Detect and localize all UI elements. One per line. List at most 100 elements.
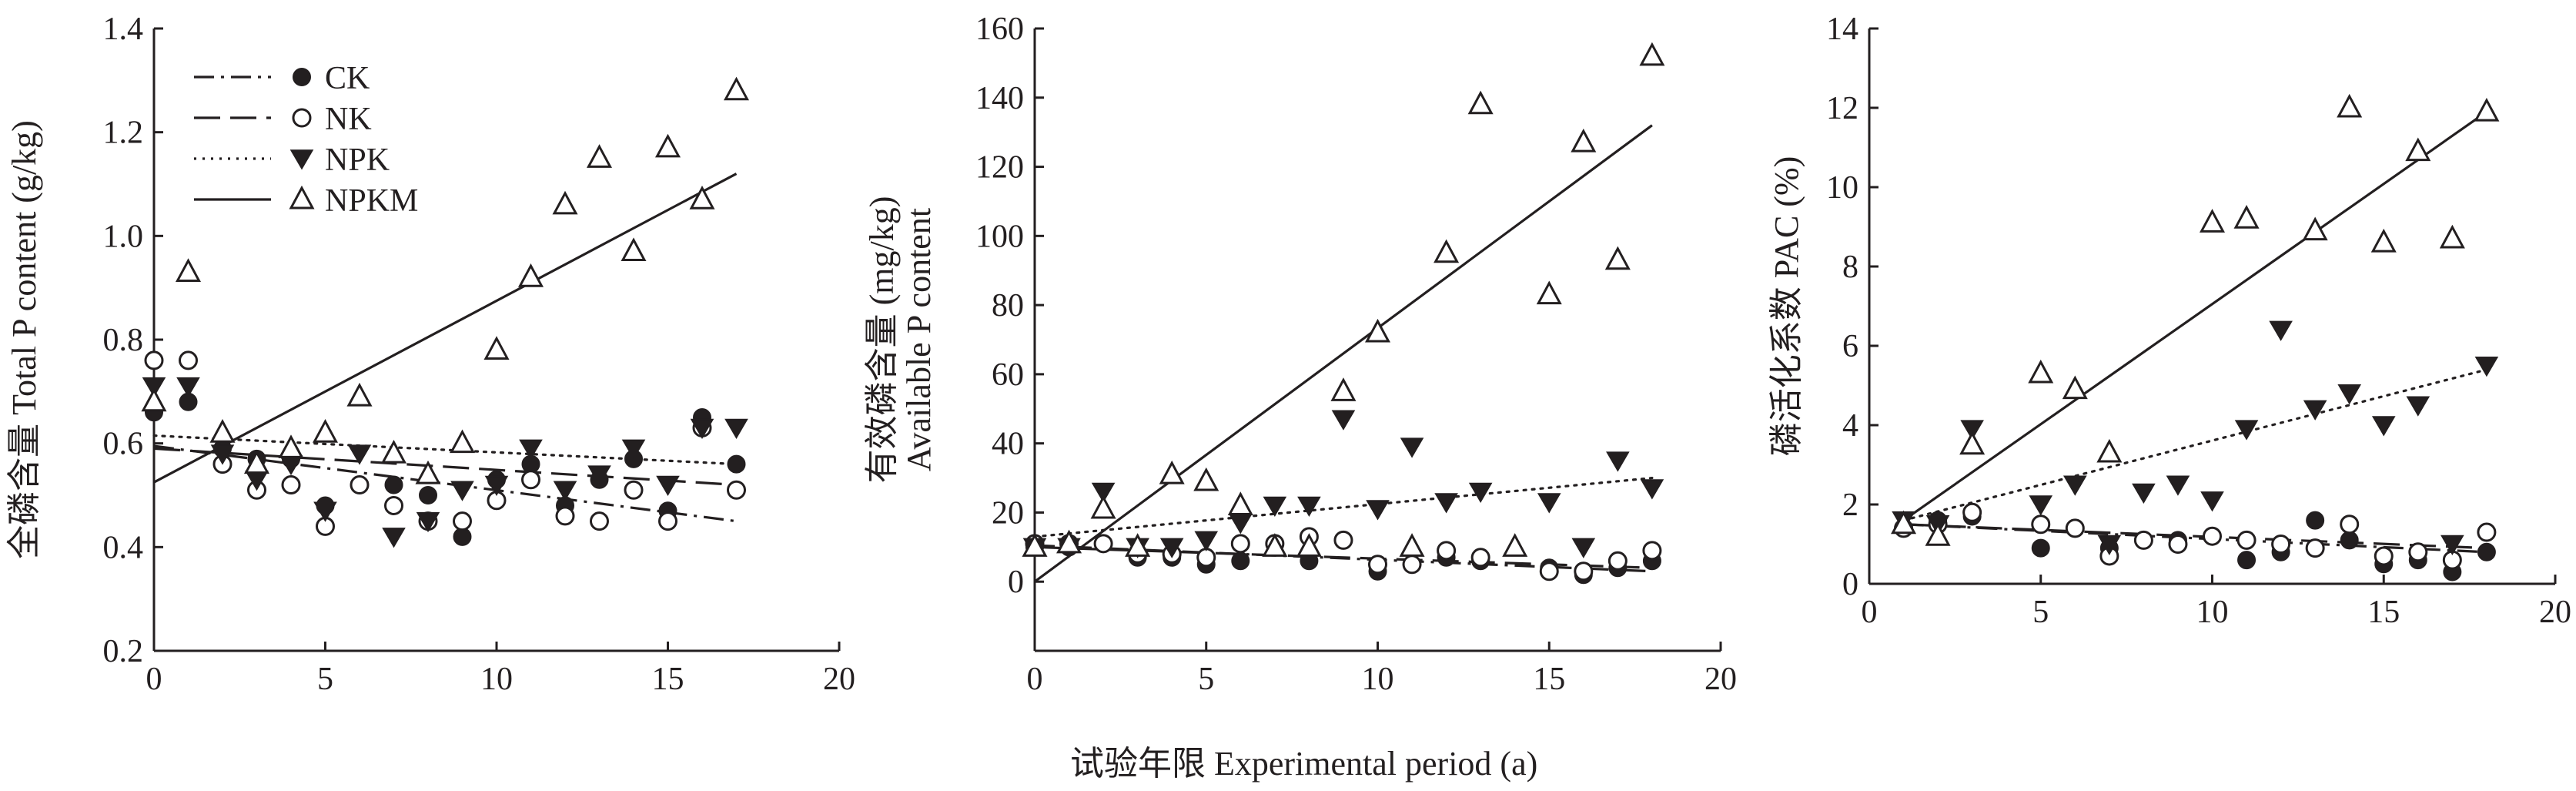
point-npk (621, 439, 646, 460)
point-nk (179, 350, 198, 370)
point-ck (2031, 538, 2050, 558)
point-nk (1093, 534, 1113, 554)
point-npk (656, 475, 680, 497)
y-tick-label: 0.2 (103, 634, 144, 669)
y-tick-label: 8 (1842, 250, 1858, 285)
point-nk (521, 470, 540, 490)
point-nk (2305, 538, 2325, 558)
point-npk (2132, 483, 2156, 504)
point-npk (1640, 479, 1664, 500)
point-npk (1228, 514, 1253, 535)
trend-line-npkm (1034, 124, 1653, 583)
point-npk (2441, 535, 2464, 555)
point-nk (555, 506, 575, 526)
legend-label-nk: NK (325, 102, 372, 137)
point-npk (587, 465, 611, 486)
point-nk (1333, 530, 1353, 550)
point-npkm (1056, 529, 1082, 554)
point-npk (1366, 500, 1390, 521)
point-npk (1434, 493, 1458, 514)
legend-label-ck: CK (325, 61, 370, 96)
point-npkm (2096, 438, 2123, 463)
point-ck (384, 475, 403, 494)
point-npkm (141, 387, 167, 412)
point-npkm (380, 439, 407, 464)
x-tick-label: 20 (2539, 595, 2571, 630)
point-npk (2406, 396, 2430, 417)
y-tick-label: 1.0 (103, 219, 144, 254)
y-tick-label: 0.4 (103, 530, 144, 565)
point-npk (2166, 475, 2190, 496)
y-tick-label: 160 (975, 12, 1024, 47)
point-npk (1194, 531, 1219, 551)
point-nk (2340, 514, 2360, 535)
point-npkm (723, 76, 750, 101)
point-nk (2271, 535, 2291, 554)
point-npk (347, 444, 372, 465)
y-tick-label: 4 (1842, 408, 1858, 444)
y-axis-label: Available P content (900, 208, 938, 471)
point-nk (1574, 561, 1594, 582)
point-npkm (1364, 318, 1391, 343)
point-ck (2340, 531, 2359, 550)
point-npkm (483, 336, 510, 360)
legend-marker-npkm (289, 185, 315, 209)
point-npkm (209, 419, 236, 443)
point-npkm (1571, 128, 1597, 153)
y-tick-label: 20 (992, 495, 1024, 531)
y-tick-label: 10 (1826, 170, 1858, 206)
point-npkm (1159, 460, 1185, 484)
y-tick-label: 1.4 (103, 12, 144, 47)
point-npkm (1399, 533, 1425, 557)
point-ck (2306, 511, 2325, 530)
point-npk (2269, 320, 2293, 341)
point-npkm (1891, 510, 1917, 535)
point-npk (2474, 357, 2499, 377)
y-tick-label: 60 (992, 357, 1024, 393)
trend-line-nk (1903, 523, 2487, 550)
chart-panel-3: 0 2 4 6 8 10 12 14 0 5 10 15 20 磷活化系数 PAC (%) (1768, 12, 2571, 630)
y-axis-label: 全磷含量 Total P content (g/kg) (5, 120, 43, 559)
x-tick-label: 15 (2367, 595, 2400, 630)
point-nk (144, 350, 164, 370)
y-tick-label: 120 (975, 150, 1024, 186)
point-npk (382, 528, 406, 548)
point-npk (724, 418, 748, 439)
x-tick-label: 5 (317, 662, 333, 697)
point-npkm (2474, 97, 2500, 122)
point-npk (553, 481, 577, 501)
point-nk (1437, 541, 1457, 561)
point-npkm (654, 133, 681, 158)
point-npkm (1330, 377, 1357, 401)
point-nk (2065, 518, 2085, 538)
point-nk (1230, 534, 1250, 554)
point-nk (1470, 548, 1490, 568)
point-npk (690, 418, 714, 439)
point-npk (2200, 491, 2224, 512)
x-tick-label: 5 (1198, 662, 1214, 697)
y-tick-label: 40 (992, 427, 1024, 462)
point-npk (1091, 482, 1116, 503)
y-axis-label: 磷活化系数 PAC (%) (1768, 156, 1805, 457)
point-npkm (552, 190, 578, 215)
x-tick-label: 10 (2196, 595, 2229, 630)
point-nk (1962, 502, 1982, 522)
trend-line-npk (1033, 476, 1654, 538)
y-tick-label: 0 (1008, 565, 1024, 600)
point-npk (1263, 496, 1287, 517)
point-nk (590, 511, 609, 531)
x-tick-label: 0 (1862, 595, 1878, 630)
point-npkm (278, 434, 304, 458)
point-npkm (1604, 246, 1631, 270)
point-npkm (1090, 494, 1116, 519)
point-npk (1571, 538, 1596, 558)
point-npkm (2199, 209, 2226, 233)
x-tick-label: 10 (480, 662, 513, 697)
point-nk (384, 495, 403, 515)
y-tick-label: 0.6 (103, 427, 144, 462)
point-npk (2303, 400, 2327, 421)
point-npk (1297, 496, 1321, 517)
point-npk (2234, 420, 2259, 441)
point-nk (2236, 530, 2257, 550)
